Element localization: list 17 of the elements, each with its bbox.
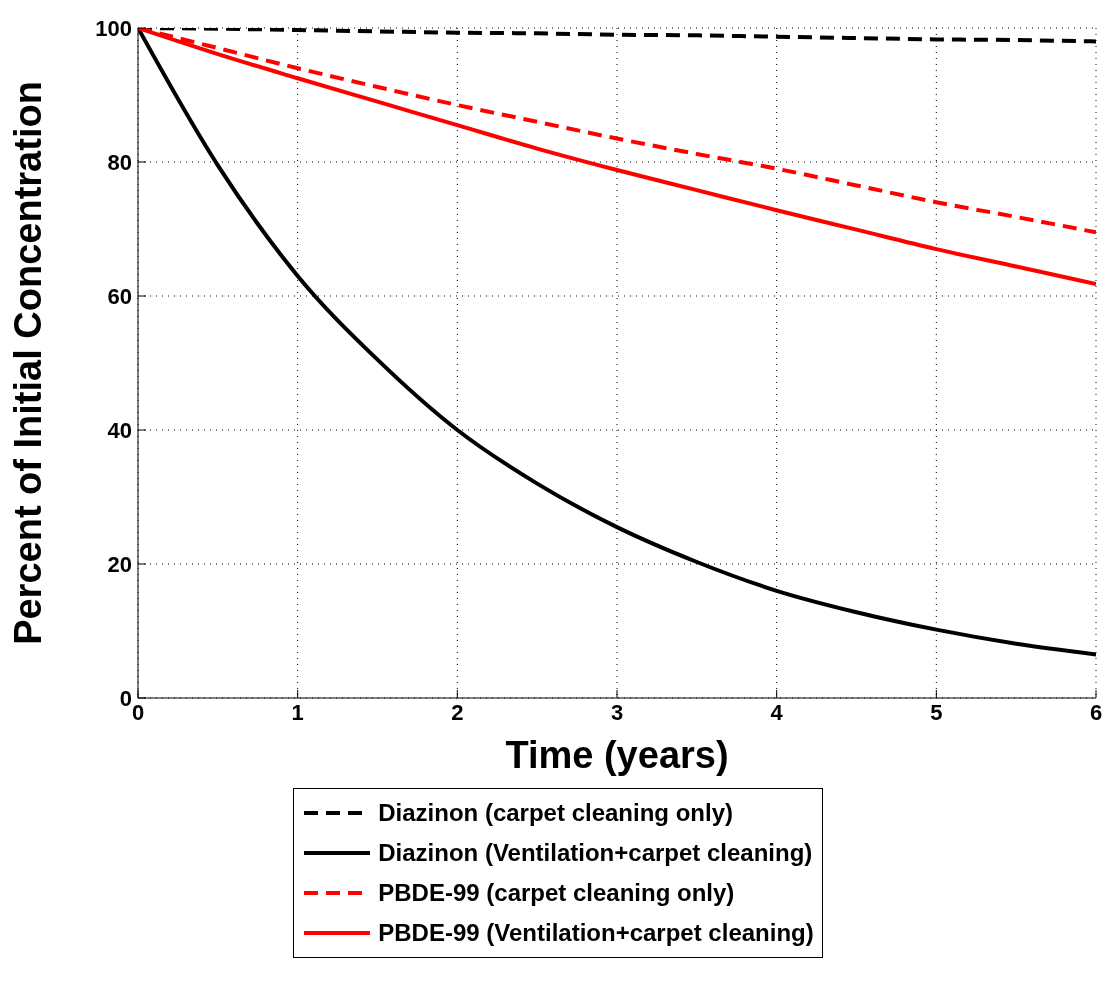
legend-label: Diazinon (Ventilation+carpet cleaning) [378, 839, 813, 867]
x-tick-label: 1 [291, 699, 304, 725]
x-tick-label: 2 [451, 699, 464, 725]
x-tick-label: 5 [930, 699, 943, 725]
legend-label: Diazinon (carpet cleaning only) [378, 799, 733, 827]
legend-label: PBDE-99 (carpet cleaning only) [378, 879, 735, 907]
y-tick-label: 20 [107, 551, 132, 577]
y-tick-label: 80 [107, 149, 132, 175]
y-tick-label: 100 [95, 15, 132, 41]
x-tick-label: 6 [1089, 699, 1103, 725]
y-tick-label: 40 [107, 417, 132, 443]
x-tick-label: 3 [610, 699, 624, 725]
legend-label: PBDE-99 (Ventilation+carpet cleaning) [378, 919, 814, 947]
y-tick-label: 60 [107, 283, 132, 309]
x-tick-label: 4 [770, 699, 784, 725]
y-axis-title: Percent of Initial Concentration [7, 81, 50, 645]
x-axis-title: Time (years) [505, 734, 729, 776]
